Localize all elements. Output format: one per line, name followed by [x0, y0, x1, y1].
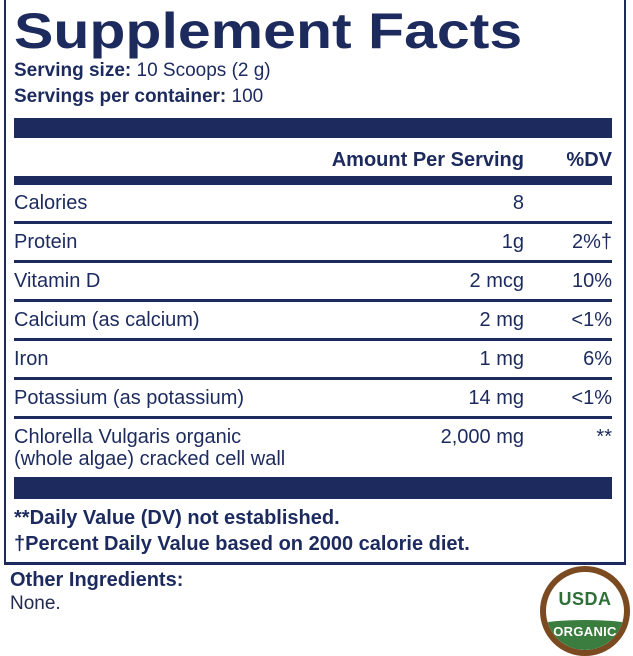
usda-seal-top: USDA [546, 572, 624, 619]
footnotes: **Daily Value (DV) not established. †Per… [14, 505, 612, 557]
nutrient-name: Calories [14, 192, 88, 214]
table-row: Calcium (as calcium) 2 mg <1% [14, 302, 612, 341]
page-title: Supplement Facts [14, 3, 523, 59]
serving-size-value: 10 Scoops (2 g) [136, 60, 271, 81]
other-ingredients-value: None. [10, 593, 61, 614]
other-ingredients-label: Other Ingredients: [10, 569, 184, 591]
table-row: Calories 8 [14, 185, 612, 224]
separator-bar-thick-top [14, 118, 612, 138]
nutrient-amount: 8 [512, 192, 524, 214]
nutrient-name: Calcium (as calcium) [14, 309, 200, 331]
serving-size-line: Serving size: 10 Scoops (2 g) [14, 58, 612, 84]
table-row: Chlorella Vulgaris organic (whole algae)… [14, 419, 612, 477]
facts-rows: Calories 8 Protein 1g 2%† Vitamin D 2 mc… [14, 185, 612, 477]
nutrient-dv: 10% [571, 270, 612, 292]
supplement-facts-panel: Supplement Facts Serving size: 10 Scoops… [4, 0, 626, 565]
separator-bar-medium [14, 176, 612, 185]
percent-dv-header: %DV [566, 149, 612, 171]
usda-seal-organic-text: ORGANIC [553, 624, 617, 640]
nutrient-name: Protein [14, 231, 78, 253]
usda-organic-seal-icon: USDA ORGANIC [540, 566, 630, 656]
servings-per-container-label: Servings per container: [14, 86, 227, 107]
nutrient-amount: 2 mcg [469, 270, 524, 292]
nutrient-amount: 1g [501, 231, 524, 253]
usda-seal-usda-text: USDA [558, 588, 612, 609]
nutrient-name: Chlorella Vulgaris organic (whole algae)… [14, 426, 286, 470]
nutrient-dv: <1% [571, 387, 612, 409]
servings-per-container-value: 100 [231, 86, 264, 107]
table-row: Protein 1g 2%† [14, 224, 612, 263]
nutrient-name: Potassium (as potassium) [14, 387, 245, 409]
nutrient-name: Iron [14, 348, 49, 370]
nutrient-dv: 6% [583, 348, 612, 370]
nutrient-dv: ** [596, 426, 612, 448]
footnote-dv-not-established: **Daily Value (DV) not established. [14, 507, 340, 529]
table-header-row: Amount Per Serving %DV [14, 144, 612, 172]
serving-size-label: Serving size: [14, 60, 132, 81]
nutrient-dv: 2%† [571, 231, 612, 253]
table-row: Potassium (as potassium) 14 mg <1% [14, 380, 612, 419]
nutrient-amount: 14 mg [468, 387, 524, 409]
table-row: Iron 1 mg 6% [14, 341, 612, 380]
separator-bar-thick-bottom [14, 477, 612, 499]
nutrient-amount: 2,000 mg [440, 426, 524, 448]
nutrient-amount: 2 mg [479, 309, 524, 331]
other-ingredients: Other Ingredients: None. [10, 568, 183, 616]
amount-per-serving-header: Amount Per Serving [331, 149, 524, 171]
servings-per-container-line: Servings per container: 100 [14, 84, 612, 110]
footnote-percent-dv: †Percent Daily Value based on 2000 calor… [14, 533, 470, 555]
nutrient-dv: <1% [571, 309, 612, 331]
table-row: Vitamin D 2 mcg 10% [14, 263, 612, 302]
nutrient-name: Vitamin D [14, 270, 101, 292]
nutrient-amount: 1 mg [479, 348, 524, 370]
usda-seal-bottom: ORGANIC [546, 618, 624, 650]
